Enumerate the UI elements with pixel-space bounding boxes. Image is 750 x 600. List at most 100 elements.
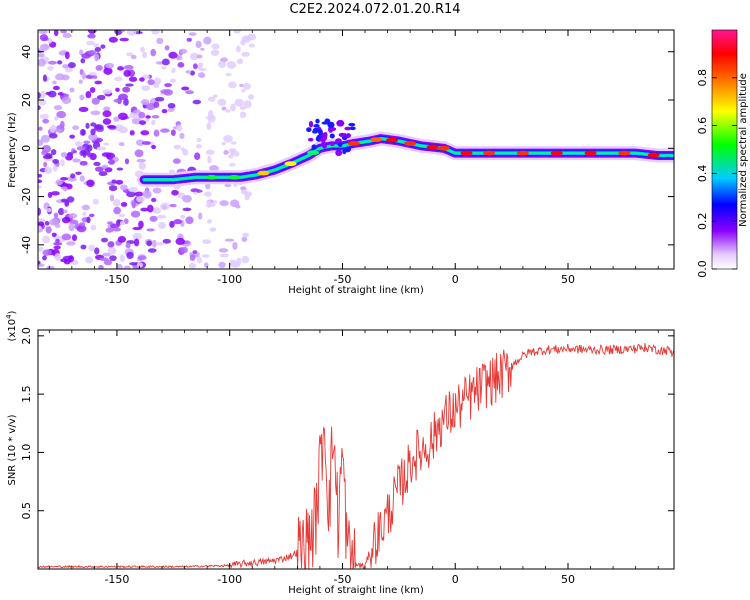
ridge-hotspot [647, 152, 660, 158]
noise-blob [40, 43, 50, 51]
ridge-hotspot [516, 150, 529, 156]
noise-blob [42, 255, 47, 261]
noise-blob [192, 99, 202, 105]
x-tick-label: -150 [104, 573, 129, 586]
noise-blob [151, 114, 160, 119]
noise-blob [64, 51, 70, 60]
noise-blob [192, 63, 198, 70]
spectrogram-x-ticks: -150 -100 -50 0 50 [48, 30, 659, 286]
noise-blob [218, 248, 229, 253]
noise-blob [95, 124, 104, 130]
noise-blob [53, 242, 63, 246]
noise-blob [42, 235, 51, 244]
noise-blob [129, 112, 136, 119]
ridge-hotspot [205, 174, 218, 180]
noise-blob [86, 216, 91, 224]
noise-blob [85, 122, 90, 129]
noise-blob [153, 77, 162, 85]
noise-blob [208, 202, 216, 207]
noise-blob [96, 94, 106, 101]
noise-blob [132, 232, 142, 241]
snr-y-multiplier: (x104) [5, 310, 18, 341]
noise-blob [226, 60, 237, 69]
noise-blob [179, 132, 185, 139]
noise-blob [195, 40, 202, 49]
noise-blob [96, 146, 107, 151]
noise-blob [41, 144, 52, 153]
noise-blob [154, 96, 165, 102]
burst-blob [336, 119, 345, 127]
noise-blob [243, 100, 252, 109]
y-tick-label: 0.5 [20, 502, 33, 519]
x-tick-label: -50 [333, 273, 351, 286]
burst-blob [327, 121, 335, 129]
noise-blob [115, 179, 124, 185]
noise-blob [244, 194, 250, 201]
ridge-hotspot [370, 137, 383, 143]
noise-blob [172, 158, 181, 164]
noise-blob [188, 32, 197, 36]
noise-blob [53, 212, 59, 218]
y-tick-label: -40 [20, 236, 33, 254]
noise-blob [136, 139, 145, 146]
noise-blob [66, 241, 76, 246]
noise-blob [125, 242, 131, 249]
noise-blob [217, 98, 227, 106]
noise-blob [128, 186, 138, 193]
noise-blob [117, 235, 127, 243]
noise-blob [156, 242, 164, 246]
x-tick-label: 50 [561, 573, 575, 586]
noise-blob [88, 50, 97, 56]
noise-blob [66, 196, 75, 203]
noise-blob [152, 187, 162, 194]
noise-blob [118, 93, 128, 100]
noise-blob [201, 254, 210, 258]
noise-blob [140, 46, 145, 53]
x-tick-label: -50 [333, 573, 351, 586]
snr-x-ticks: -150 -100 -50 0 50 [48, 330, 659, 586]
noise-blob [203, 36, 212, 45]
noise-blob [81, 129, 86, 136]
noise-blob [146, 240, 153, 247]
noise-blob [220, 57, 229, 62]
noise-blob [38, 225, 42, 231]
noise-blob [48, 133, 58, 139]
noise-blob [38, 185, 42, 189]
noise-blob [49, 218, 59, 226]
noise-blob [90, 110, 101, 116]
noise-blob [126, 191, 136, 198]
noise-blob [102, 89, 113, 95]
noise-blob [210, 49, 220, 56]
noise-blob [61, 96, 72, 105]
noise-blob [221, 106, 227, 111]
noise-blob [227, 154, 234, 159]
noise-blob [94, 80, 103, 85]
noise-blob [248, 43, 255, 48]
noise-blob [103, 259, 112, 266]
noise-blob [68, 213, 78, 219]
noise-blob [103, 67, 113, 75]
noise-blob [114, 76, 123, 82]
noise-blob [85, 256, 94, 264]
noise-blob [149, 215, 158, 222]
noise-blob [40, 134, 51, 143]
noise-blob [60, 177, 69, 181]
noise-blob [185, 216, 194, 225]
noise-blob [138, 111, 146, 119]
noise-blob [55, 238, 60, 244]
noise-blob [161, 58, 170, 66]
noise-blob [167, 102, 176, 109]
noise-blob [81, 72, 86, 80]
noise-blob [63, 209, 68, 214]
noise-blob [58, 50, 67, 56]
noise-blob [68, 223, 75, 232]
noise-blob [139, 77, 145, 82]
noise-blob [196, 54, 203, 59]
noise-blob [67, 151, 74, 156]
noise-blob [88, 244, 96, 252]
burst-blob [345, 133, 351, 138]
noise-blob [79, 175, 85, 182]
burst-blob [335, 149, 343, 157]
noise-blob [241, 35, 252, 43]
noise-blob [57, 207, 65, 216]
